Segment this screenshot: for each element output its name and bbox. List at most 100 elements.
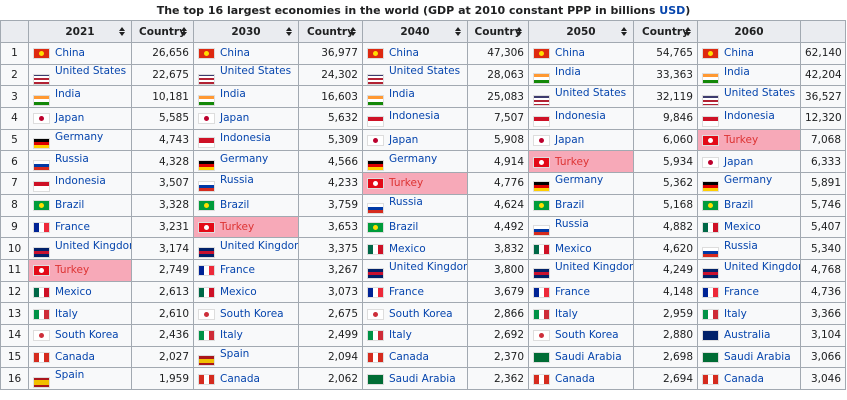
country-link[interactable]: Indonesia xyxy=(389,110,440,123)
flag xyxy=(367,308,384,320)
column-header[interactable]: 2050 xyxy=(528,20,634,43)
column-header[interactable]: 2040 xyxy=(362,20,468,43)
country-link[interactable]: Saudi Arabia xyxy=(389,372,456,385)
country-link[interactable]: Canada xyxy=(55,350,95,363)
country-link[interactable]: Turkey xyxy=(724,134,759,147)
country-link[interactable]: Italy xyxy=(389,329,412,342)
country-link[interactable]: Turkey xyxy=(389,177,424,190)
country-link[interactable]: United States xyxy=(724,87,796,100)
column-header[interactable]: 2060 xyxy=(697,20,801,43)
gdp-value: 54,765 xyxy=(633,42,698,65)
country-link[interactable]: Italy xyxy=(724,307,747,320)
flag xyxy=(198,73,215,85)
country-link[interactable]: United Kingdom xyxy=(389,261,468,274)
country-cell: Turkey xyxy=(28,258,132,282)
country-link[interactable]: Italy xyxy=(220,329,243,342)
title-text: ) xyxy=(685,4,691,17)
country-link[interactable]: Brazil xyxy=(555,199,585,212)
country-link[interactable]: Canada xyxy=(555,372,595,385)
country-link[interactable]: Russia xyxy=(555,217,589,230)
country-link[interactable]: United States xyxy=(555,87,627,100)
country-link[interactable]: South Korea xyxy=(55,329,119,342)
country-link[interactable]: Brazil xyxy=(389,220,419,233)
country-link[interactable]: France xyxy=(220,264,255,277)
country-link[interactable]: Turkey xyxy=(555,155,590,168)
country-link[interactable]: Mexico xyxy=(389,242,426,255)
country-link[interactable]: Canada xyxy=(220,372,260,385)
country-link[interactable]: Turkey xyxy=(55,264,90,277)
country-link[interactable]: Russia xyxy=(724,239,758,252)
column-header[interactable]: Country xyxy=(467,20,529,43)
country-link[interactable]: Italy xyxy=(55,307,78,320)
country-link[interactable]: Brazil xyxy=(220,199,250,212)
flag xyxy=(702,308,719,320)
country-link[interactable]: United States xyxy=(389,65,461,78)
country-link[interactable]: Indonesia xyxy=(220,131,271,144)
country-link[interactable]: South Korea xyxy=(389,307,453,320)
country-link[interactable]: Russia xyxy=(55,152,89,165)
country-link[interactable]: Mexico xyxy=(55,285,92,298)
country-link[interactable]: China xyxy=(555,47,585,60)
country-link[interactable]: India xyxy=(555,66,581,79)
country-link[interactable]: Spain xyxy=(55,369,85,382)
country-link[interactable]: United Kingdom xyxy=(220,239,299,252)
country-link[interactable]: France xyxy=(724,285,759,298)
country-link[interactable]: Japan xyxy=(220,112,250,125)
gdp-value: 2,749 xyxy=(131,258,194,282)
country-link[interactable]: Japan xyxy=(55,112,85,125)
country-link[interactable]: Brazil xyxy=(55,199,85,212)
country-link[interactable]: Japan xyxy=(724,155,754,168)
country-link[interactable]: Japan xyxy=(555,134,585,147)
gdp-value: 25,083 xyxy=(467,85,529,109)
title-link[interactable]: USD xyxy=(659,4,686,17)
country-link[interactable]: South Korea xyxy=(220,307,284,320)
country-link[interactable]: India xyxy=(55,87,81,100)
country-link[interactable]: India xyxy=(389,87,415,100)
country-link[interactable]: Germany xyxy=(220,152,269,165)
country-link[interactable]: France xyxy=(389,285,424,298)
country-link[interactable]: Saudi Arabia xyxy=(724,350,791,363)
country-link[interactable]: South Korea xyxy=(555,329,619,342)
country-link[interactable]: Canada xyxy=(724,372,764,385)
country-link[interactable]: Turkey xyxy=(220,220,255,233)
country-link[interactable]: Indonesia xyxy=(555,110,606,123)
country-link[interactable]: France xyxy=(55,220,90,233)
country-link[interactable]: United Kingdom xyxy=(55,239,132,252)
country-link[interactable]: China xyxy=(55,47,85,60)
country-link[interactable]: France xyxy=(555,285,590,298)
country-cell: Russia xyxy=(697,237,801,260)
country-link[interactable]: China xyxy=(389,47,419,60)
country-link[interactable]: United States xyxy=(220,65,292,78)
column-header[interactable]: Country xyxy=(633,20,698,43)
country-link[interactable]: Mexico xyxy=(220,285,257,298)
country-link[interactable]: Spain xyxy=(220,347,250,360)
column-header[interactable]: 2030 xyxy=(193,20,299,43)
column-header[interactable]: Country xyxy=(131,20,194,43)
country-link[interactable]: China xyxy=(220,47,250,60)
country-link[interactable]: Russia xyxy=(389,196,423,209)
country-link[interactable]: Japan xyxy=(389,134,419,147)
country-link[interactable]: Germany xyxy=(724,174,773,187)
country-link[interactable]: United Kingdom xyxy=(555,261,634,274)
country-link[interactable]: Italy xyxy=(555,307,578,320)
country-link[interactable]: Canada xyxy=(389,350,429,363)
country-link[interactable]: Brazil xyxy=(724,199,754,212)
country-link[interactable]: Indonesia xyxy=(55,175,106,188)
country-link[interactable]: Mexico xyxy=(555,242,592,255)
country-link[interactable]: Indonesia xyxy=(724,110,775,123)
flag xyxy=(367,373,384,385)
country-link[interactable]: United Kingdom xyxy=(724,261,801,274)
country-link[interactable]: Germany xyxy=(555,174,604,187)
country-link[interactable]: Saudi Arabia xyxy=(555,350,622,363)
country-link[interactable]: Australia xyxy=(724,329,771,342)
country-link[interactable]: China xyxy=(724,47,754,60)
country-link[interactable]: Mexico xyxy=(724,220,761,233)
country-link[interactable]: Russia xyxy=(220,174,254,187)
column-header[interactable]: Country xyxy=(298,20,363,43)
country-link[interactable]: Germany xyxy=(55,131,104,144)
country-link[interactable]: Germany xyxy=(389,152,438,165)
country-link[interactable]: United States xyxy=(55,65,127,78)
country-link[interactable]: India xyxy=(220,87,246,100)
country-link[interactable]: India xyxy=(724,66,750,79)
column-header[interactable]: 2021 xyxy=(28,20,132,43)
